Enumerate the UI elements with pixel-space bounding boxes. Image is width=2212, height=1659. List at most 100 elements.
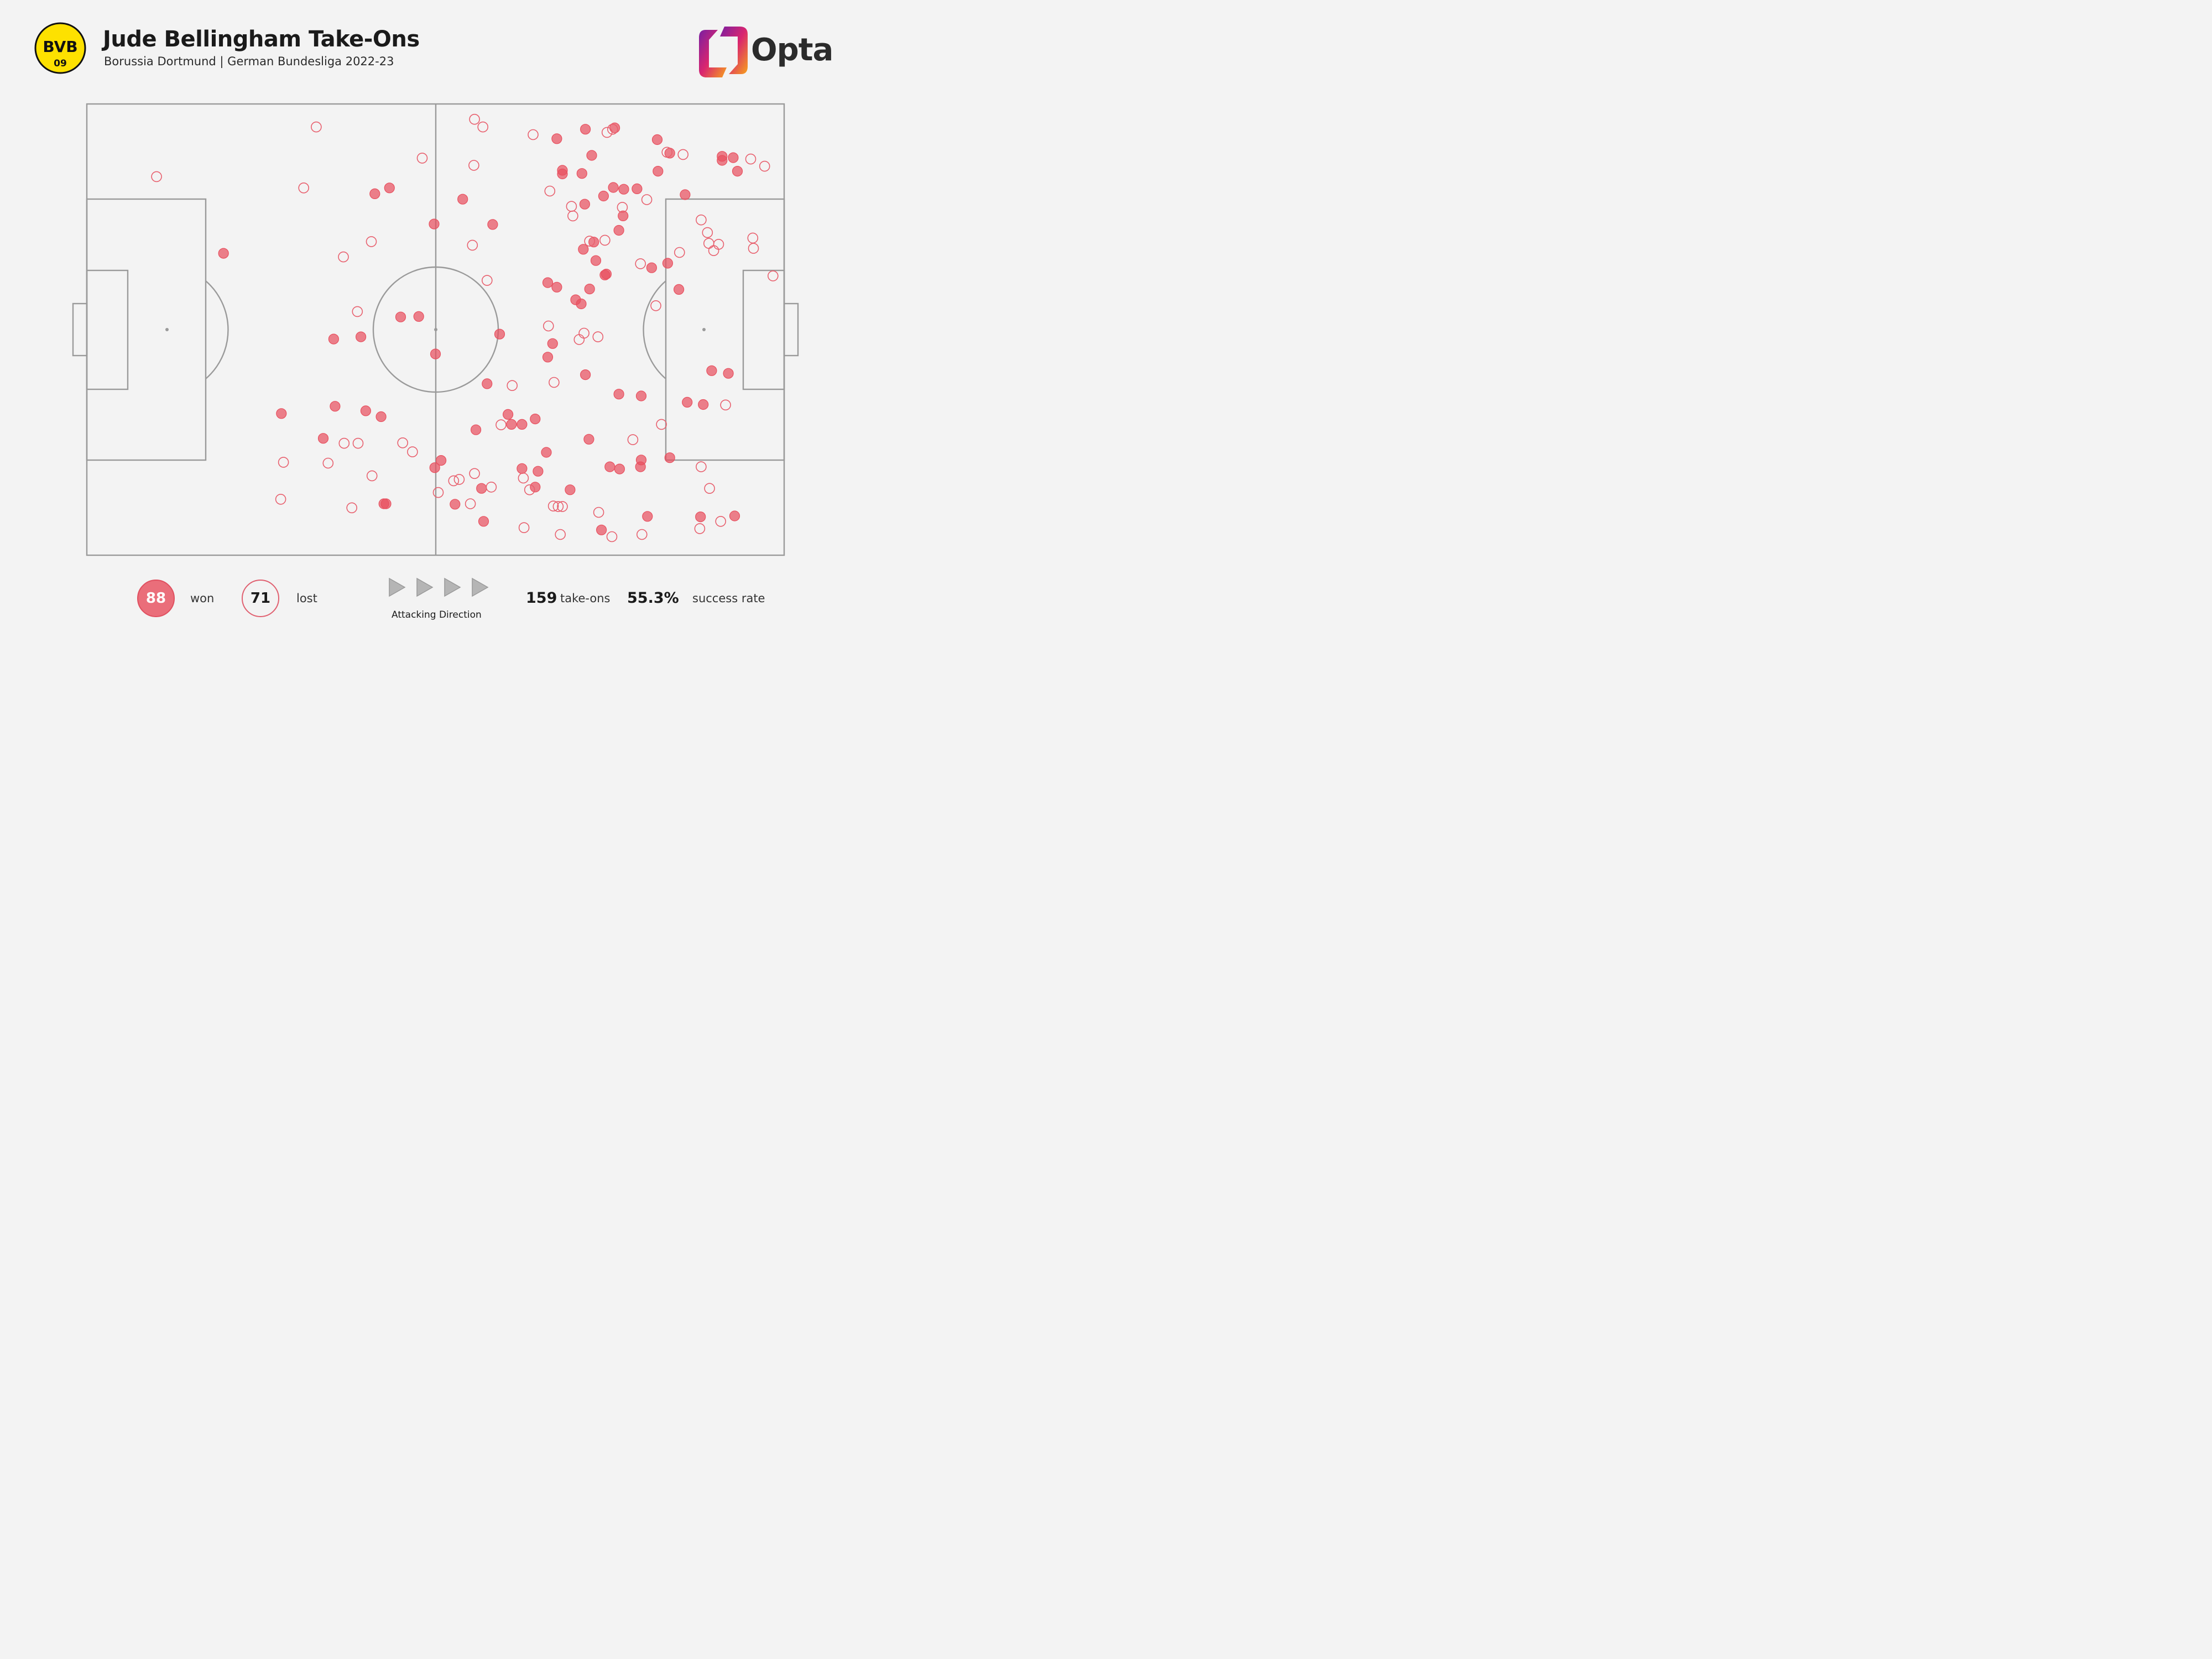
lost-count-badge: 71 (242, 580, 279, 617)
take-on-won-point-31 (618, 184, 629, 195)
lost-label: lost (296, 592, 317, 605)
take-on-won-point-6 (355, 331, 367, 342)
take-on-won-point-83 (530, 482, 541, 493)
take-on-lost-point-5 (338, 251, 349, 263)
take-on-lost-point-30 (703, 238, 714, 249)
take-on-lost-point-57 (469, 468, 480, 479)
take-on-lost-point-2 (311, 121, 322, 133)
page-subtitle: Borussia Dortmund | German Bundesliga 20… (104, 55, 394, 68)
take-on-lost-point-28 (696, 214, 707, 226)
take-on-lost-point-8 (469, 113, 480, 125)
take-on-won-point-7 (395, 311, 406, 322)
right-penalty-box (665, 198, 785, 461)
left-penalty-box (86, 198, 207, 461)
take-on-won-point-37 (613, 225, 624, 236)
take-on-lost-point-15 (745, 153, 757, 165)
take-on-lost-point-18 (544, 185, 556, 197)
take-on-lost-point-38 (542, 320, 554, 332)
take-on-won-point-55 (547, 338, 558, 349)
opta-logo-icon (699, 27, 748, 77)
takeons-label: take-ons (560, 592, 611, 605)
take-on-lost-point-72 (637, 529, 648, 540)
take-on-won-point-69 (517, 419, 528, 430)
take-on-won-point-10 (276, 408, 287, 419)
take-on-lost-point-20 (567, 210, 578, 222)
take-on-lost-point-53 (397, 437, 409, 448)
take-on-lost-point-43 (549, 377, 560, 388)
take-on-won-point-76 (614, 463, 625, 474)
take-on-won-point-12 (360, 405, 372, 416)
take-on-lost-point-23 (584, 236, 595, 247)
take-on-won-point-72 (583, 434, 594, 445)
take-on-lost-point-1 (151, 171, 162, 182)
won-count-badge: 88 (137, 580, 175, 617)
take-on-lost-point-70 (555, 529, 566, 540)
page-title: Jude Bellingham Take-Ons (103, 27, 420, 52)
take-on-won-point-64 (723, 368, 734, 379)
take-on-won-point-51 (717, 155, 728, 166)
take-on-lost-point-22 (641, 194, 653, 205)
take-on-lost-point-12 (607, 123, 618, 135)
take-on-won-point-5 (328, 333, 340, 345)
bvb-crest-icon: BVB 09 (34, 22, 86, 74)
take-on-won-point-13 (375, 411, 387, 422)
take-on-lost-point-62 (518, 472, 529, 484)
take-on-lost-point-61 (486, 481, 497, 493)
take-on-won-point-11 (330, 401, 341, 412)
take-on-lost-point-44 (495, 419, 507, 431)
take-on-won-point-57 (580, 369, 591, 380)
take-on-won-point-8 (413, 311, 424, 322)
take-on-won-point-87 (695, 511, 706, 523)
take-on-won-point-88 (729, 510, 740, 521)
take-on-lost-point-59 (453, 474, 465, 485)
take-on-lost-point-13 (661, 147, 672, 158)
take-on-won-point-2 (369, 188, 380, 199)
take-on-lost-point-17 (468, 160, 479, 171)
left-penalty-arc (205, 280, 229, 379)
take-on-lost-point-76 (346, 502, 358, 514)
take-on-lost-point-37 (650, 300, 661, 311)
right-goal (783, 302, 799, 357)
take-on-won-point-62 (601, 269, 612, 280)
arrow-2-icon (416, 577, 434, 597)
take-on-won-point-84 (450, 499, 461, 510)
take-on-won-point-19 (457, 194, 468, 205)
success-rate-value: 55.3% (627, 589, 679, 607)
take-on-won-point-48 (662, 258, 674, 269)
crest-text-bottom: 09 (54, 58, 67, 69)
take-on-lost-point-69 (518, 522, 530, 534)
take-on-won-point-73 (604, 461, 615, 472)
take-on-lost-point-71 (606, 531, 618, 542)
take-on-won-point-59 (635, 390, 647, 401)
take-on-won-point-21 (551, 133, 562, 144)
take-on-points (151, 113, 779, 542)
take-on-won-point-45 (576, 298, 587, 310)
take-on-lost-point-66 (552, 501, 564, 512)
take-on-won-point-63 (706, 365, 717, 376)
take-on-won-point-39 (578, 244, 589, 255)
take-on-won-point-66 (482, 378, 493, 389)
take-on-lost-point-24 (599, 234, 611, 246)
opta-wordmark: Opta (751, 32, 833, 68)
take-on-lost-point-35 (674, 247, 685, 258)
pitch-lines (72, 103, 799, 556)
take-on-lost-point-14 (677, 149, 688, 160)
take-on-won-point-28 (557, 165, 568, 176)
take-on-won-point-71 (541, 447, 552, 458)
take-on-lost-point-4 (416, 153, 428, 164)
take-on-lost-point-64 (465, 498, 476, 509)
take-on-lost-point-63 (524, 484, 535, 495)
take-on-lost-point-54 (407, 446, 418, 457)
take-on-won-point-32 (632, 183, 643, 194)
take-on-won-point-78 (470, 424, 482, 435)
legend: 88 won 71 lost Attacking Direction 159 t… (0, 570, 867, 636)
attacking-direction-label: Attacking Direction (392, 609, 482, 620)
take-on-lost-point-6 (366, 236, 377, 247)
success-rate-label: success rate (692, 592, 765, 605)
take-on-won-point-47 (646, 262, 658, 273)
take-on-lost-point-26 (467, 239, 478, 251)
crest-text-top: BVB (43, 38, 77, 56)
take-on-lost-point-47 (627, 434, 639, 445)
arrow-4-icon (472, 577, 489, 597)
takeons-count: 159 (526, 589, 557, 607)
